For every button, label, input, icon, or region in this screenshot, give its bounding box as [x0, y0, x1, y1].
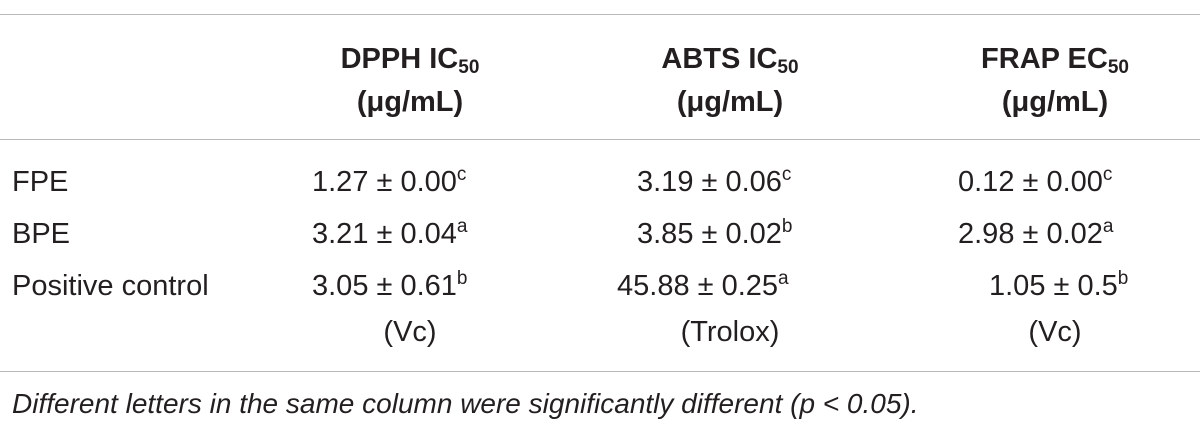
bottom-rule [0, 371, 1200, 372]
significance-letter: a [456, 216, 468, 237]
cell-value: 3.19 ± 0.06 [637, 166, 782, 198]
cell-value: 3.85 ± 0.02 [637, 218, 782, 250]
row-label-fpe: FPE [12, 166, 69, 198]
significance-letter: a [1102, 216, 1114, 237]
table-footnote: Different letters in the same column wer… [12, 388, 919, 419]
header-dpph-unit: (μg/mL) [356, 86, 464, 118]
significance-letter: b [456, 268, 468, 289]
significance-letter: b [1117, 268, 1129, 289]
cell-positive-frap: 1.05 ± 0.5b [989, 269, 1128, 302]
cell-positive-abts-reference: (Trolox) [680, 316, 780, 348]
header-dpph: DPPH IC50 [310, 43, 510, 78]
header-abts: ABTS IC50 [630, 43, 830, 78]
cell-bpe-abts: 3.85 ± 0.02b [637, 217, 793, 250]
header-frap-unit: (μg/mL) [1001, 86, 1109, 118]
significance-letter: c [781, 164, 792, 185]
cell-value: 0.12 ± 0.00 [958, 166, 1103, 198]
cell-value: 3.05 ± 0.61 [312, 270, 457, 302]
cell-positive-dpph-reference: (Vc) [383, 316, 437, 348]
header-frap-title: FRAP EC50 [981, 43, 1129, 78]
cell-value: 3.21 ± 0.04 [312, 218, 457, 250]
header-dpph-title: DPPH IC50 [340, 43, 480, 78]
cell-value: 2.98 ± 0.02 [958, 218, 1103, 250]
cell-bpe-dpph: 3.21 ± 0.04a [312, 217, 468, 250]
cell-positive-abts: 45.88 ± 0.25a [617, 269, 789, 302]
header-abts-unit: (μg/mL) [676, 86, 784, 118]
cell-value: 1.05 ± 0.5 [989, 270, 1118, 302]
header-rule [0, 139, 1200, 140]
cell-positive-dpph: 3.05 ± 0.61b [312, 269, 468, 302]
row-label-positive-control: Positive control [12, 270, 209, 302]
header-frap: FRAP EC50 [955, 43, 1155, 78]
cell-bpe-frap: 2.98 ± 0.02a [958, 217, 1114, 250]
cell-fpe-frap: 0.12 ± 0.00c [958, 165, 1112, 198]
cell-fpe-abts: 3.19 ± 0.06c [637, 165, 791, 198]
header-abts-title: ABTS IC50 [661, 43, 799, 78]
significance-letter: b [781, 216, 793, 237]
top-rule [0, 14, 1200, 15]
cell-positive-frap-reference: (Vc) [1028, 316, 1082, 348]
row-label-bpe: BPE [12, 218, 71, 250]
significance-letter: a [778, 268, 789, 289]
cell-value: 45.88 ± 0.25 [617, 270, 779, 302]
significance-letter: c [456, 164, 467, 185]
cell-fpe-dpph: 1.27 ± 0.00c [312, 165, 466, 198]
cell-value: 1.27 ± 0.00 [312, 166, 457, 198]
significance-letter: c [1102, 164, 1113, 185]
